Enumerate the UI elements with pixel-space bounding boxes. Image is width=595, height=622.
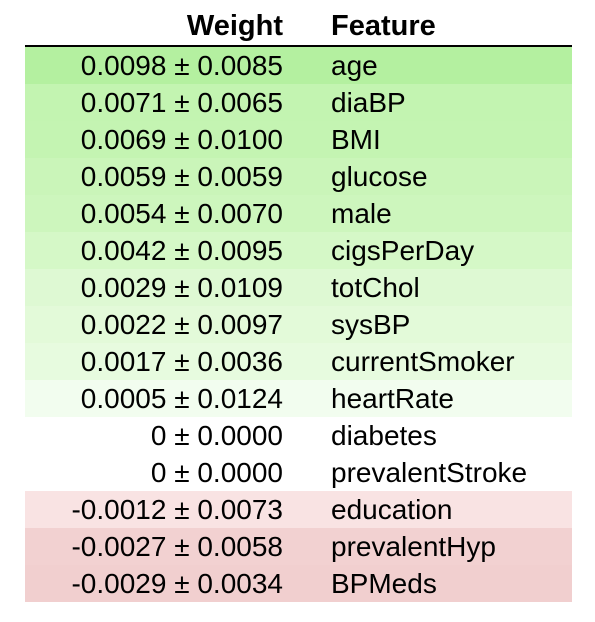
weight-cell: 0.0029 ± 0.0109 — [80, 272, 283, 303]
table-row: 0.0054 ± 0.0070 male — [25, 195, 572, 232]
weight-cell: -0.0012 ± 0.0073 — [71, 494, 283, 525]
table-body: 0.0098 ± 0.0085 age 0.0071 ± 0.0065 diaBP 0.… — [25, 46, 572, 602]
feature-cell: education — [331, 494, 453, 525]
weight-cell: -0.0029 ± 0.0034 — [71, 568, 283, 599]
table-row: 0.0059 ± 0.0059 glucose — [25, 158, 572, 195]
weight-cell: 0 ± 0.0000 — [150, 420, 283, 451]
weight-cell: 0.0017 ± 0.0036 — [80, 346, 283, 377]
weight-cell: 0.0069 ± 0.0100 — [80, 124, 283, 155]
table-row: 0.0071 ± 0.0065 diaBP — [25, 84, 572, 121]
feature-cell: prevalentHyp — [331, 531, 496, 562]
weight-cell: 0 ± 0.0000 — [150, 457, 283, 488]
feature-cell: age — [331, 50, 378, 81]
weight-cell: 0.0022 ± 0.0097 — [80, 309, 283, 340]
table-row: 0.0022 ± 0.0097 sysBP — [25, 306, 572, 343]
feature-cell: currentSmoker — [331, 346, 515, 377]
table-row: 0 ± 0.0000 diabetes — [25, 417, 572, 454]
feature-cell: diabetes — [331, 420, 437, 451]
feature-column-header: Feature — [297, 8, 572, 47]
weight-cell: 0.0059 ± 0.0059 — [80, 161, 283, 192]
feature-weights-table-container: Weight Feature 0.0098 ± 0.0085 age 0.0071 … — [25, 8, 572, 602]
table-row: -0.0012 ± 0.0073 education — [25, 491, 572, 528]
weight-cell: 0.0054 ± 0.0070 — [80, 198, 283, 229]
table-row: 0.0042 ± 0.0095 cigsPerDay — [25, 232, 572, 269]
table-row: 0.0005 ± 0.0124 heartRate — [25, 380, 572, 417]
feature-cell: heartRate — [331, 383, 454, 414]
weight-cell: 0.0071 ± 0.0065 — [80, 87, 283, 118]
table-row: 0 ± 0.0000 prevalentStroke — [25, 454, 572, 491]
feature-cell: diaBP — [331, 87, 406, 118]
weight-cell: 0.0098 ± 0.0085 — [80, 50, 283, 81]
table-row: 0.0029 ± 0.0109 totChol — [25, 269, 572, 306]
feature-cell: BPMeds — [331, 568, 437, 599]
table-row: 0.0017 ± 0.0036 currentSmoker — [25, 343, 572, 380]
feature-cell: cigsPerDay — [331, 235, 475, 266]
feature-cell: prevalentStroke — [331, 457, 528, 488]
weight-column-header: Weight — [25, 8, 297, 47]
feature-cell: male — [331, 198, 392, 229]
table-row: 0.0069 ± 0.0100 BMI — [25, 121, 572, 158]
feature-cell: glucose — [331, 161, 428, 192]
table-row: 0.0098 ± 0.0085 age — [25, 46, 572, 84]
header-row: Weight Feature — [25, 8, 572, 47]
feature-cell: totChol — [331, 272, 420, 303]
table-row: -0.0029 ± 0.0034 BPMeds — [25, 565, 572, 602]
table-row: -0.0027 ± 0.0058 prevalentHyp — [25, 528, 572, 565]
feature-cell: BMI — [331, 124, 381, 155]
weight-cell: -0.0027 ± 0.0058 — [71, 531, 283, 562]
feature-cell: sysBP — [331, 309, 411, 340]
weight-cell: 0.0042 ± 0.0095 — [80, 235, 283, 266]
feature-weights-table: Weight Feature 0.0098 ± 0.0085 age 0.0071 … — [25, 8, 572, 602]
weight-cell: 0.0005 ± 0.0124 — [80, 383, 283, 414]
